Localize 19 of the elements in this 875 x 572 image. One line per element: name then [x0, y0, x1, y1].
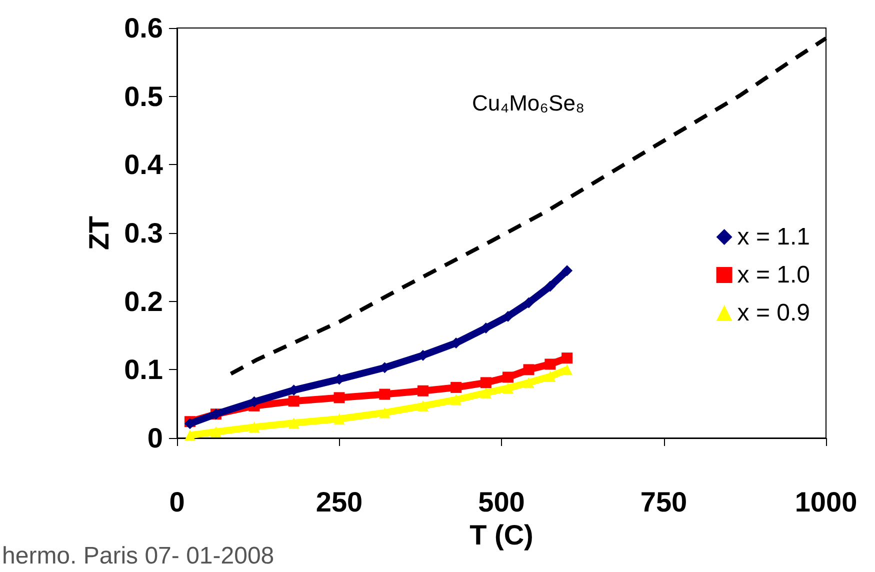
y-tick-label: 0.3 [124, 218, 163, 248]
x-tick-label: 0 [169, 486, 185, 518]
legend-label: x = 1.0 [737, 262, 810, 288]
x-tick-label: 500 [478, 486, 525, 518]
y-tick-label: 0.4 [124, 149, 164, 180]
x-tick-label: 750 [640, 486, 688, 518]
y-axis-title: ZT [84, 216, 115, 250]
legend-label: x = 1.1 [737, 224, 810, 250]
y-tick-label: 0.6 [124, 12, 163, 44]
y-tick-label: 0.5 [124, 80, 163, 112]
annotation: Cu₄Mo₆Se₈ [472, 90, 585, 116]
y-tick-label: 0.2 [124, 286, 163, 317]
x-tick-label: 1000 [794, 486, 858, 518]
text: hermo. Paris 07- 01-2008 [2, 542, 274, 570]
y-tick-label: 0.1 [124, 354, 163, 386]
x-tick-label: 250 [316, 486, 363, 518]
y-tick-label: 0 [147, 422, 163, 454]
x-axis-title: T (C) [470, 519, 534, 550]
legend-label: x = 0.9 [737, 300, 810, 326]
